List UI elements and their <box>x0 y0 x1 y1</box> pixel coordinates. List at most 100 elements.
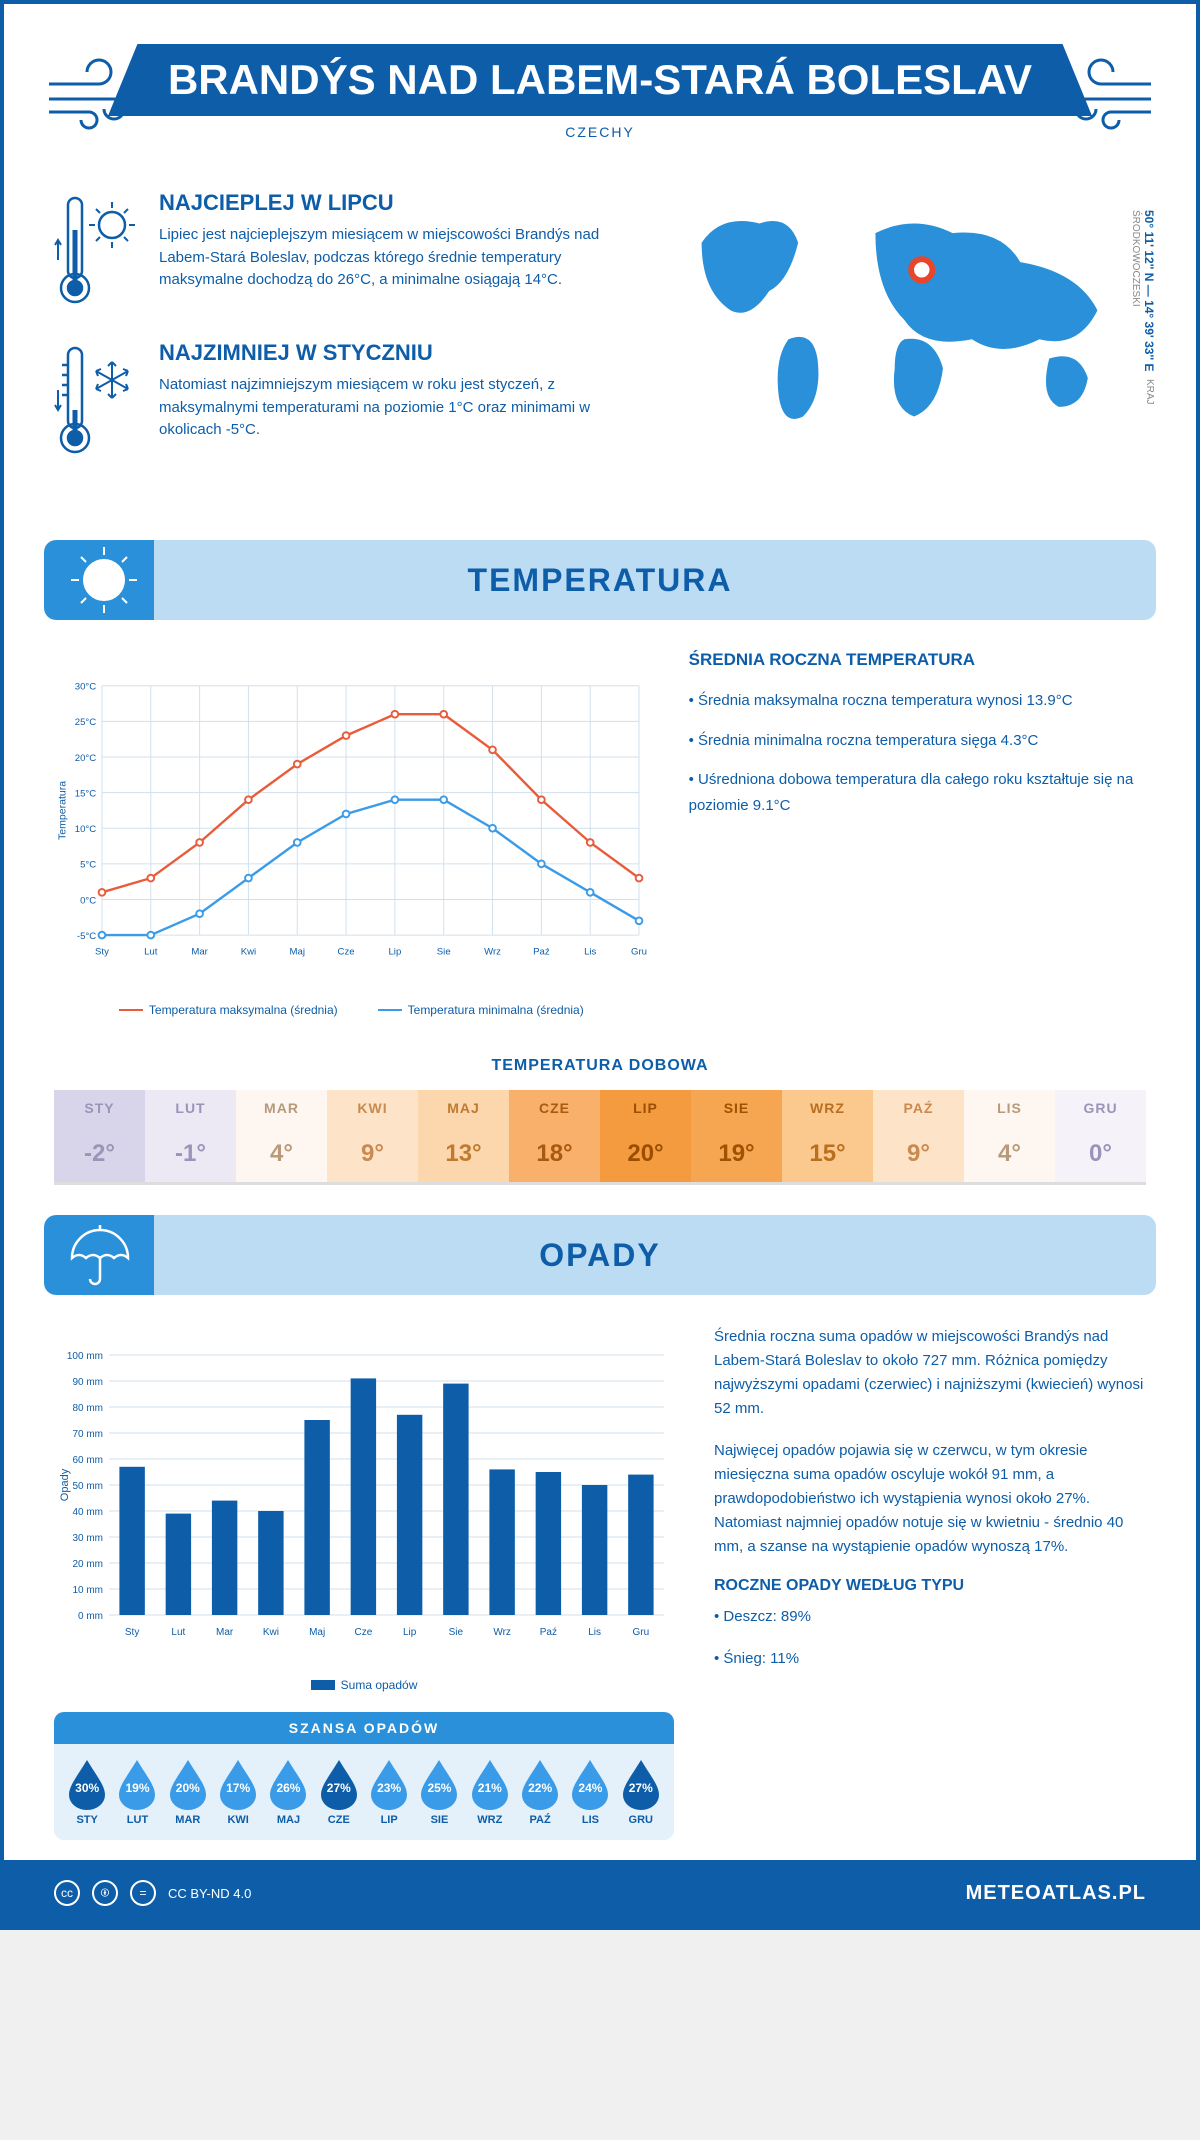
legend-min: Temperatura minimalna (średnia) <box>408 1003 584 1017</box>
temp-bullet: • Średnia maksymalna roczna temperatura … <box>689 688 1146 714</box>
svg-text:Gru: Gru <box>633 1627 650 1638</box>
precipitation-chance-box: SZANSA OPADÓW 30%19%20%17%26%27%23%25%21… <box>54 1712 674 1840</box>
daily-cell: GRU0° <box>1055 1090 1146 1185</box>
intro-section: NAJCIEPLEJ W LIPCU Lipiec jest najcieple… <box>4 160 1196 520</box>
cold-block: NAJZIMNIEJ W STYCZNIU Natomiast najzimni… <box>54 340 633 460</box>
precip-p2: Najwięcej opadów pojawia się w czerwcu, … <box>714 1439 1146 1559</box>
intro-text-column: NAJCIEPLEJ W LIPCU Lipiec jest najcieple… <box>54 190 633 490</box>
svg-text:50 mm: 50 mm <box>72 1481 103 1492</box>
temperature-chart-area: -5°C0°C5°C10°C15°C20°C25°C30°CStyLutMarK… <box>54 650 649 1017</box>
temperature-legend: Temperatura maksymalna (średnia) Tempera… <box>54 1003 649 1017</box>
sun-icon <box>69 545 139 615</box>
svg-text:Kwi: Kwi <box>263 1627 279 1638</box>
world-map <box>663 190 1146 450</box>
legend-max: Temperatura maksymalna (średnia) <box>149 1003 338 1017</box>
svg-text:Lut: Lut <box>144 946 158 957</box>
chance-month: WRZ <box>469 1814 511 1826</box>
daily-cell: LUT-1° <box>145 1090 236 1185</box>
svg-text:Gru: Gru <box>631 946 647 957</box>
svg-text:Maj: Maj <box>309 1627 325 1638</box>
svg-text:40 mm: 40 mm <box>72 1507 103 1518</box>
svg-text:Mar: Mar <box>216 1627 234 1638</box>
temperature-chart: -5°C0°C5°C10°C15°C20°C25°C30°CStyLutMarK… <box>54 650 649 990</box>
temp-bullet: • Uśredniona dobowa temperatura dla całe… <box>689 767 1146 818</box>
chance-drop: 21% <box>469 1758 511 1810</box>
chance-month: LIP <box>368 1814 410 1826</box>
svg-text:Sie: Sie <box>449 1627 464 1638</box>
svg-text:Sty: Sty <box>95 946 109 957</box>
precip-type: • Deszcz: 89% <box>714 1605 1146 1629</box>
warm-text: Lipiec jest najcieplejszym miesiącem w m… <box>159 224 633 292</box>
svg-text:Lip: Lip <box>403 1627 417 1638</box>
by-icon: 🅯 <box>92 1880 118 1906</box>
svg-text:25°C: 25°C <box>75 717 96 728</box>
precipitation-header: OPADY <box>44 1215 1156 1295</box>
svg-text:0 mm: 0 mm <box>78 1611 103 1622</box>
svg-text:70 mm: 70 mm <box>72 1429 103 1440</box>
chance-drop: 27% <box>620 1758 662 1810</box>
city-title: BRANDÝS NAD LABEM-STARÁ BOLESLAV <box>108 44 1092 116</box>
daily-cell: WRZ15° <box>782 1090 873 1185</box>
precipitation-title: OPADY <box>539 1237 660 1274</box>
chance-drop: 27% <box>318 1758 360 1810</box>
chance-month: MAR <box>167 1814 209 1826</box>
temperature-body: -5°C0°C5°C10°C15°C20°C25°C30°CStyLutMarK… <box>4 620 1196 1047</box>
chance-drop: 26% <box>267 1758 309 1810</box>
thermometer-cold-icon <box>54 340 139 460</box>
temperature-info: ŚREDNIA ROCZNA TEMPERATURA • Średnia mak… <box>689 650 1146 1017</box>
svg-text:Maj: Maj <box>290 946 305 957</box>
svg-text:20 mm: 20 mm <box>72 1559 103 1570</box>
chance-month: KWI <box>217 1814 259 1826</box>
precipitation-body: 0 mm10 mm20 mm30 mm40 mm50 mm60 mm70 mm8… <box>4 1295 1196 1860</box>
legend-precip: Suma opadów <box>341 1678 418 1692</box>
chance-drop: 20% <box>167 1758 209 1810</box>
svg-text:Temperatura: Temperatura <box>57 781 69 840</box>
temperature-header: TEMPERATURA <box>44 540 1156 620</box>
chance-month: GRU <box>620 1814 662 1826</box>
cold-title: NAJZIMNIEJ W STYCZNIU <box>159 340 633 366</box>
page: BRANDÝS NAD LABEM-STARÁ BOLESLAV CZECHY … <box>0 0 1200 1930</box>
daily-cell: LIS4° <box>964 1090 1055 1185</box>
svg-text:60 mm: 60 mm <box>72 1455 103 1466</box>
svg-text:90 mm: 90 mm <box>72 1377 103 1388</box>
precip-p1: Średnia roczna suma opadów w miejscowośc… <box>714 1325 1146 1421</box>
chance-drop: 17% <box>217 1758 259 1810</box>
svg-text:30°C: 30°C <box>75 682 96 693</box>
cc-icon: cc <box>54 1880 80 1906</box>
warm-block: NAJCIEPLEJ W LIPCU Lipiec jest najcieple… <box>54 190 633 310</box>
daily-cell: STY-2° <box>54 1090 145 1185</box>
chance-drop: 30% <box>66 1758 108 1810</box>
daily-title: TEMPERATURA DOBOWA <box>4 1057 1196 1075</box>
chance-title: SZANSA OPADÓW <box>54 1712 674 1744</box>
chance-month: LIS <box>569 1814 611 1826</box>
precipitation-chart-area: 0 mm10 mm20 mm30 mm40 mm50 mm60 mm70 mm8… <box>54 1325 674 1840</box>
map-column: 50° 11' 12'' N — 14° 39' 33'' EKRAJ ŚROD… <box>663 190 1146 490</box>
precipitation-legend: Suma opadów <box>54 1678 674 1692</box>
svg-text:-5°C: -5°C <box>77 931 96 942</box>
svg-text:5°C: 5°C <box>80 860 96 871</box>
svg-text:10°C: 10°C <box>75 824 96 835</box>
svg-text:Cze: Cze <box>338 946 355 957</box>
svg-text:Wrz: Wrz <box>484 946 501 957</box>
footer-site: METEOATLAS.PL <box>966 1882 1146 1905</box>
chance-month: LUT <box>116 1814 158 1826</box>
chance-month: PAŹ <box>519 1814 561 1826</box>
svg-text:Lis: Lis <box>588 1627 601 1638</box>
svg-text:Lis: Lis <box>584 946 596 957</box>
footer-license: cc 🅯 = CC BY-ND 4.0 <box>54 1880 251 1906</box>
umbrella-icon <box>62 1223 132 1289</box>
precip-type-title: ROCZNE OPADY WEDŁUG TYPU <box>714 1577 1146 1595</box>
svg-text:Lip: Lip <box>388 946 401 957</box>
precipitation-info: Średnia roczna suma opadów w miejscowośc… <box>714 1325 1146 1840</box>
svg-text:20°C: 20°C <box>75 753 96 764</box>
chance-drop: 23% <box>368 1758 410 1810</box>
temp-info-title: ŚREDNIA ROCZNA TEMPERATURA <box>689 650 1146 670</box>
svg-text:Sie: Sie <box>437 946 451 957</box>
daily-cell: CZE18° <box>509 1090 600 1185</box>
svg-text:Paź: Paź <box>540 1627 557 1638</box>
temperature-title: TEMPERATURA <box>468 562 733 599</box>
daily-cell: MAR4° <box>236 1090 327 1185</box>
svg-text:Lut: Lut <box>171 1627 185 1638</box>
chance-drop: 24% <box>569 1758 611 1810</box>
chance-month: SIE <box>418 1814 460 1826</box>
